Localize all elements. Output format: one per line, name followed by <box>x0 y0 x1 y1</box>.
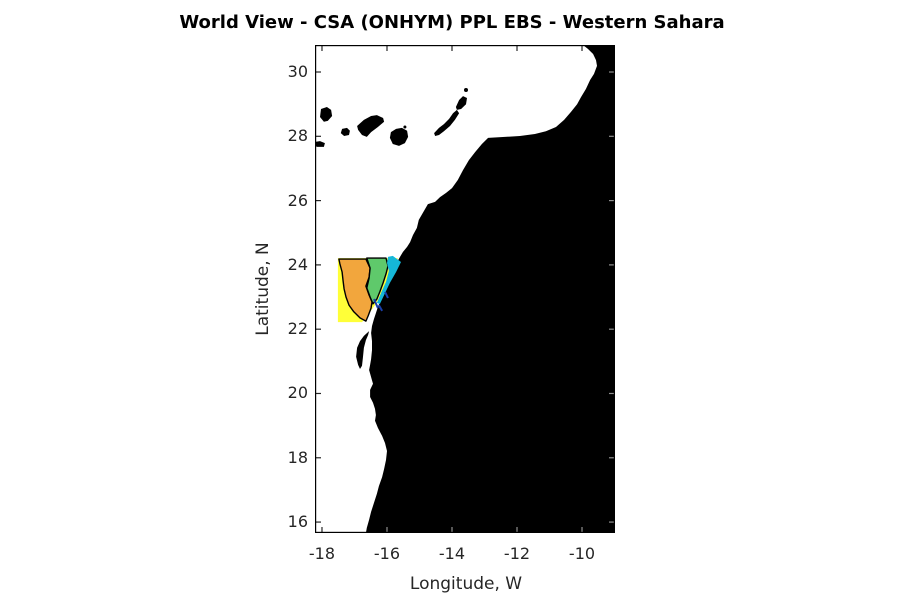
x-tick-label: -16 <box>373 544 401 563</box>
y-tick-label: 30 <box>287 62 308 81</box>
y-tick-label: 28 <box>287 126 308 146</box>
coastline-map <box>315 45 615 533</box>
coastal-cyan-strip <box>376 255 401 305</box>
island-tenerife <box>357 115 385 137</box>
navy-dash-0 <box>373 298 379 309</box>
x-tick-label: -18 <box>308 544 336 563</box>
mainland-landmass <box>365 45 615 533</box>
x-tick-label: -14 <box>438 544 466 563</box>
navy-dash-2 <box>377 304 383 312</box>
y-tick-label: 22 <box>287 319 308 339</box>
islet-isleta-gran-canaria <box>403 125 407 129</box>
island-el-hierro <box>315 141 325 147</box>
axes-box <box>315 45 615 533</box>
cap-blanc-peninsula <box>356 331 370 369</box>
island-gran-canaria <box>389 127 409 146</box>
navy-dash-1 <box>384 291 389 299</box>
island-la-palma <box>320 107 333 122</box>
island-fuerteventura <box>434 109 460 136</box>
x-tick-label: -10 <box>568 544 596 563</box>
map-plot-area <box>315 45 615 533</box>
y-tick-label: 24 <box>287 254 308 274</box>
y-tick-label: 18 <box>287 447 308 467</box>
y-tick-label: 26 <box>287 190 308 210</box>
x-tick-label: -12 <box>503 544 531 563</box>
figure-title: World View - CSA (ONHYM) PPL EBS - Weste… <box>179 12 725 33</box>
y-tick-label: 20 <box>287 383 308 403</box>
islet-alegranza <box>464 88 468 92</box>
island-la-gomera <box>340 127 350 136</box>
island-lanzarote <box>455 96 467 110</box>
y-tick-label: 16 <box>287 512 308 532</box>
x-axis-label: Longitude, W <box>409 574 523 594</box>
